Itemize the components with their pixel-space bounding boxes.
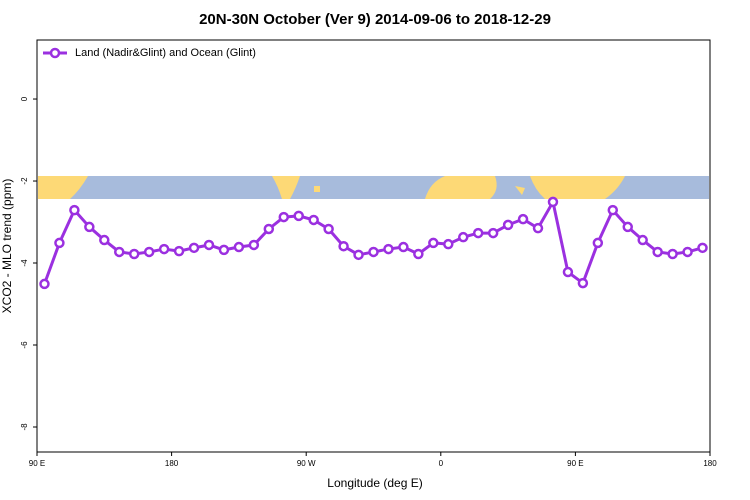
data-point	[99, 234, 110, 246]
data-point	[457, 231, 469, 243]
data-point	[592, 237, 604, 249]
data-point	[532, 222, 544, 234]
data-point	[84, 221, 95, 233]
data-point	[158, 243, 170, 255]
data-point	[577, 277, 589, 289]
data-point	[487, 227, 499, 239]
y-axis-label: XCO2 - MLO trend (ppm)	[0, 179, 14, 314]
data-point	[353, 249, 364, 261]
x-tick-label: 180	[703, 459, 717, 468]
data-point	[128, 248, 140, 260]
data-point	[69, 204, 80, 216]
plot-frame	[36, 39, 711, 453]
data-point	[682, 246, 693, 258]
data-point	[114, 246, 125, 258]
x-axis-label: Longitude (deg E)	[327, 476, 422, 490]
data-point	[622, 221, 633, 233]
data-point	[338, 240, 349, 252]
data-point	[383, 243, 394, 255]
data-point	[54, 237, 65, 249]
y-tick-label: -6	[20, 341, 29, 349]
data-point	[323, 223, 334, 235]
data-point	[472, 227, 484, 239]
data-point	[667, 248, 678, 260]
data-point	[637, 234, 648, 246]
data-point	[218, 244, 230, 256]
data-point	[188, 242, 200, 254]
data-point	[233, 241, 245, 253]
x-tick-label: 90 E	[567, 459, 583, 468]
data-point	[248, 239, 260, 251]
chart-title: 20N-30N October (Ver 9) 2014-09-06 to 20…	[199, 11, 551, 28]
x-tick-label: 90 E	[29, 459, 45, 468]
x-tick-label: 0	[439, 459, 444, 468]
data-point	[428, 237, 439, 249]
data-point	[308, 214, 319, 226]
data-point	[517, 213, 529, 225]
legend-label: Land (Nadir&Glint) and Ocean (Glint)	[75, 47, 256, 59]
legend-marker	[49, 47, 61, 59]
data-point	[502, 219, 514, 231]
x-tick-label: 180	[165, 459, 179, 468]
data-point	[398, 241, 409, 253]
map-band	[38, 176, 709, 199]
data-point	[413, 248, 424, 260]
series-line	[43, 200, 703, 285]
y-tick-label: -2	[20, 177, 29, 185]
data-point	[652, 246, 663, 258]
y-tick-label: -8	[20, 423, 29, 431]
data-point	[368, 246, 379, 258]
legend: Land (Nadir&Glint) and Ocean (Glint)	[43, 47, 256, 59]
data-point	[143, 246, 155, 258]
data-point	[443, 238, 454, 250]
data-point	[278, 211, 290, 223]
data-point	[562, 266, 574, 278]
y-tick-label: -4	[20, 259, 29, 267]
data-point	[203, 239, 215, 251]
data-point	[293, 210, 304, 222]
y-tick-label: 0	[20, 96, 29, 101]
data-point	[697, 242, 708, 254]
data-point	[39, 278, 50, 290]
data-point	[607, 204, 619, 216]
data-point	[547, 196, 559, 208]
x-tick-label: 90 W	[297, 459, 316, 468]
data-point	[263, 223, 275, 235]
data-point	[173, 245, 185, 257]
